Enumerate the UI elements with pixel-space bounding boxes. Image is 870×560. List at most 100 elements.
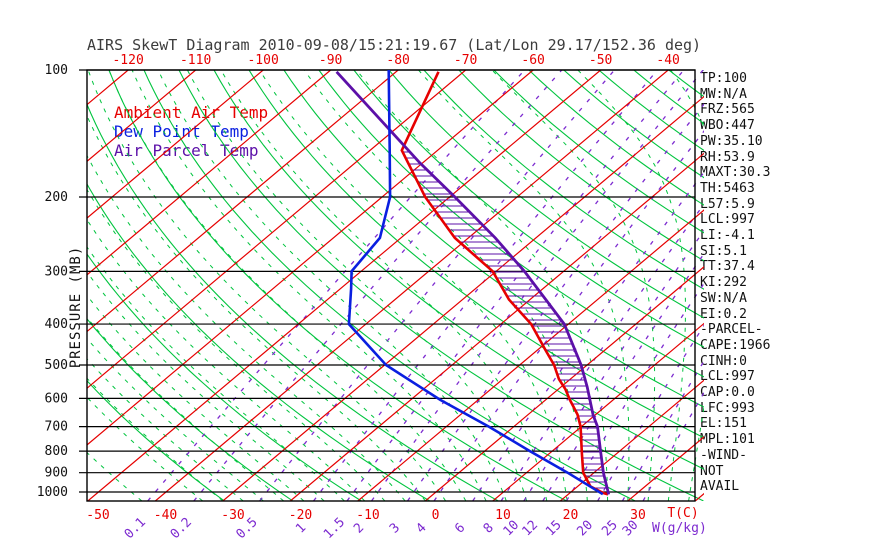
stat-line: TH:5463 — [700, 180, 755, 196]
dry-adiabat-line — [178, 70, 704, 501]
moist-adiabat-line — [186, 70, 528, 501]
parcel-temp-curve — [335, 70, 611, 495]
moist-adiabat-line — [491, 70, 656, 501]
pressure-tick-label: 700 — [45, 420, 68, 435]
isotherm-line — [289, 152, 704, 501]
mixing-ratio-line — [259, 70, 615, 501]
moist-adiabat-line — [303, 70, 588, 501]
pressure-tick-label: 100 — [45, 63, 68, 78]
moist-adiabat-line — [87, 337, 264, 501]
moist-adiabat-line — [87, 271, 325, 501]
mixing-ratio-tick-label: 12 — [519, 518, 541, 540]
stat-line: SI:5.1 — [700, 243, 747, 259]
moist-adiabat-line — [87, 316, 284, 501]
top-temp-tick-label: -100 — [247, 53, 278, 68]
mixing-ratio-line — [371, 70, 704, 501]
dry-adiabat-line — [213, 70, 704, 470]
pressure-tick-label: 200 — [45, 190, 68, 205]
dry-adiabat-line — [388, 70, 704, 319]
legend: Ambient Air Temp Dew Point Temp Air Parc… — [114, 103, 268, 160]
dry-adiabat-line — [353, 70, 704, 348]
bottom-temp-tick-label: -10 — [356, 508, 379, 523]
mixing-ratio-line — [472, 171, 704, 501]
plot-frame — [86, 69, 696, 502]
isotherm-line — [87, 70, 534, 446]
stat-line: WBO:447 — [700, 118, 755, 134]
stat-line: TT:37.4 — [700, 259, 755, 275]
moist-adiabat-line — [87, 377, 224, 501]
isotherm-line — [357, 209, 704, 501]
top-temp-tick-label: -40 — [656, 53, 679, 68]
stat-line: AVAIL — [700, 479, 740, 495]
legend-dew-point: Dew Point Temp — [114, 122, 249, 141]
isotherm-line — [694, 492, 704, 501]
isotherm-line — [87, 70, 264, 219]
top-temp-tick-label: -90 — [319, 53, 342, 68]
dry-adiabat-line — [87, 182, 430, 501]
moist-adiabat-line — [577, 70, 687, 501]
bottom-temp-tick-label: 10 — [495, 508, 511, 523]
mixing-ratio-tick-label: 15 — [543, 518, 565, 540]
pressure-tick-label: 400 — [45, 317, 68, 332]
moist-adiabat-line — [0, 70, 20, 501]
temp-unit-label: T(C) — [667, 506, 698, 521]
isotherm-line — [87, 70, 197, 163]
pressure-tick-label: 300 — [45, 264, 68, 279]
isotherm-line — [559, 379, 704, 501]
dry-adiabat-line — [423, 70, 704, 290]
bottom-temp-tick-label: 20 — [563, 508, 579, 523]
isotherm-line — [424, 266, 704, 501]
mixing-ratio-tick-label: 1.5 — [321, 515, 348, 542]
moist-adiabat-line — [87, 154, 406, 501]
dry-adiabat-line — [458, 70, 704, 262]
dew-point-curve — [347, 70, 604, 496]
moist-adiabat-line — [87, 294, 305, 501]
top-temp-tick-label: -70 — [454, 53, 477, 68]
isotherm-line — [627, 436, 704, 501]
stat-line: MPL:101 — [700, 432, 755, 448]
legend-air-parcel: Air Parcel Temp — [114, 141, 259, 160]
stat-line: PW:35.10 — [700, 133, 763, 149]
page-title: AIRS SkewT Diagram 2010-09-08/15:21:19.6… — [87, 36, 702, 54]
stat-line: MW:N/A — [700, 86, 747, 102]
top-temp-tick-label: -80 — [386, 53, 409, 68]
bottom-temp-tick-label: -30 — [221, 508, 244, 523]
dry-adiabat-line — [143, 70, 636, 501]
moist-adiabat-line — [356, 70, 609, 501]
moist-adiabat-line — [220, 70, 548, 501]
dry-adiabat-line — [668, 70, 704, 98]
mixing-ratio-line — [542, 252, 704, 501]
stat-line: LI:-4.1 — [700, 228, 755, 244]
stat-line: NOT — [700, 463, 724, 479]
moist-adiabat-line — [87, 451, 143, 501]
pressure-tick-label: 1000 — [37, 485, 68, 500]
dry-adiabat-line — [108, 70, 567, 501]
pressure-tick-label: 500 — [45, 358, 68, 373]
moist-adiabat-line — [87, 396, 203, 501]
stat-line: LFC:993 — [700, 400, 755, 416]
moist-adiabat-line — [0, 70, 81, 501]
moist-adiabat-line — [87, 114, 426, 501]
mixing-ratio-line — [523, 229, 704, 501]
dry-adiabat-line — [528, 70, 704, 206]
moist-adiabat-line — [87, 70, 447, 501]
mixing-ratio-line — [565, 282, 704, 501]
mixing-ratio-tick-label: 4 — [413, 520, 429, 536]
moist-adiabat-line — [131, 70, 487, 501]
mixing-ratio-line — [313, 70, 658, 501]
moist-adiabat-line — [418, 70, 630, 501]
dry-adiabat-line — [703, 70, 704, 71]
bottom-temp-tick-label: -20 — [289, 508, 312, 523]
mixing-ratio-line — [433, 130, 704, 501]
stat-line: EL:151 — [700, 416, 747, 432]
stat-line: CINH:0 — [700, 353, 747, 369]
isotherm-line — [87, 70, 399, 333]
stat-line: KI:292 — [700, 275, 747, 291]
bottom-temp-tick-label: -40 — [154, 508, 177, 523]
pressure-tick-label: 600 — [45, 391, 68, 406]
stat-line: L57:5.9 — [700, 196, 755, 212]
stat-line: LCL:997 — [700, 212, 755, 228]
mixing-ratio-line — [193, 70, 563, 501]
